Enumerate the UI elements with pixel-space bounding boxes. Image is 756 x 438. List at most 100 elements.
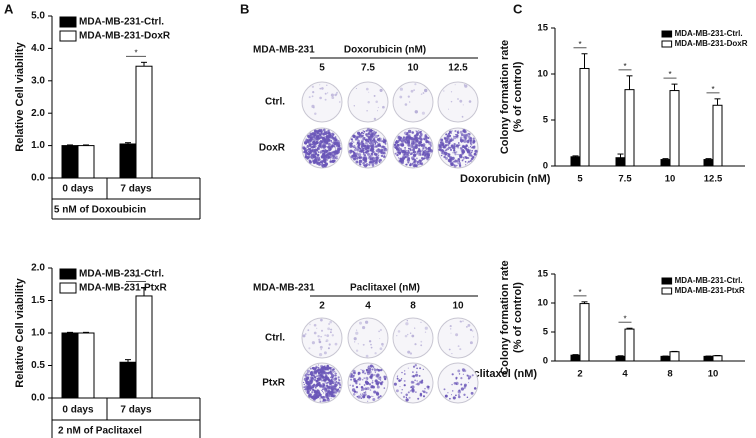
colony: [312, 157, 314, 159]
bar: [119, 361, 137, 399]
colony: [320, 318, 323, 322]
colony: [473, 336, 475, 338]
colony: [404, 103, 408, 106]
colony: [413, 160, 416, 163]
colony: [418, 159, 421, 161]
colony: [450, 132, 452, 134]
colony: [417, 149, 421, 153]
colony: [335, 144, 338, 147]
colony: [330, 139, 333, 142]
bar: [570, 354, 581, 362]
colony: [313, 371, 317, 375]
colony: [412, 374, 416, 378]
colony: [470, 143, 473, 146]
colony: [378, 137, 382, 141]
x-tick-label: 7.5: [618, 174, 632, 185]
colony: [424, 88, 428, 93]
colony: [362, 156, 366, 160]
colony: [310, 137, 312, 139]
colony: [319, 136, 323, 139]
colony: [311, 341, 315, 345]
colony: [330, 385, 333, 388]
colony: [419, 137, 423, 141]
colony: [417, 397, 420, 400]
colony: [398, 146, 401, 149]
colony: [361, 139, 364, 143]
colony: [314, 147, 317, 149]
colony: [316, 366, 318, 368]
colony: [414, 110, 418, 114]
colony: [317, 376, 321, 380]
colony: [445, 149, 447, 151]
colony: [316, 395, 318, 397]
colony: [439, 141, 442, 144]
colony: [411, 140, 415, 145]
colony: [353, 337, 357, 341]
colony: [375, 375, 378, 378]
colony: [452, 396, 456, 400]
colony: [412, 371, 414, 373]
colony: [304, 333, 307, 335]
colony: [414, 145, 418, 149]
colony: [321, 390, 324, 393]
colony: [355, 331, 359, 335]
colony: [383, 387, 386, 389]
colony: [322, 149, 325, 152]
colony: [459, 138, 462, 141]
colony: [443, 90, 445, 92]
colony: [312, 145, 316, 148]
colony: [420, 93, 423, 95]
colony: [452, 152, 454, 154]
colony: [407, 391, 410, 394]
colony: [351, 140, 354, 142]
colony: [372, 144, 374, 146]
colony: [319, 400, 322, 403]
colony: [369, 136, 373, 140]
colony: [456, 164, 458, 167]
y-tick-label: 1.0: [31, 140, 45, 151]
colony: [316, 162, 319, 165]
colony: [353, 371, 356, 375]
colony: [355, 391, 358, 394]
colony: [368, 163, 371, 166]
colony: [318, 162, 321, 165]
colonies: [348, 128, 388, 168]
colony: [337, 376, 340, 379]
colony: [324, 92, 327, 95]
colony: [467, 156, 470, 160]
colony: [403, 150, 407, 154]
colony: [325, 384, 329, 387]
colony: [338, 147, 342, 151]
colony: [357, 153, 362, 157]
colony: [363, 393, 367, 397]
colony: [364, 391, 367, 393]
colony: [379, 347, 383, 351]
colony: [311, 148, 315, 152]
colony: [405, 163, 408, 166]
colony: [328, 151, 331, 154]
colony: [452, 163, 455, 166]
colony: [468, 153, 472, 157]
colony: [309, 132, 313, 136]
colony: [324, 365, 326, 368]
colony: [407, 149, 410, 152]
colony: [427, 148, 429, 150]
bar: [135, 295, 153, 399]
colony: [426, 153, 429, 156]
colony: [407, 151, 411, 154]
colony: [457, 394, 460, 396]
legend-swatch: [661, 277, 673, 285]
colony: [418, 130, 420, 132]
colony: [317, 364, 320, 366]
colony: [320, 335, 322, 338]
colony: [399, 386, 401, 388]
x-tick-label: 12.5: [704, 174, 723, 185]
colony: [324, 146, 327, 148]
colony: [448, 348, 451, 351]
colony: [365, 165, 367, 167]
colony: [353, 148, 357, 152]
colony: [461, 115, 464, 118]
colony: [410, 136, 414, 141]
colony: [377, 397, 379, 399]
colony: [327, 397, 329, 400]
